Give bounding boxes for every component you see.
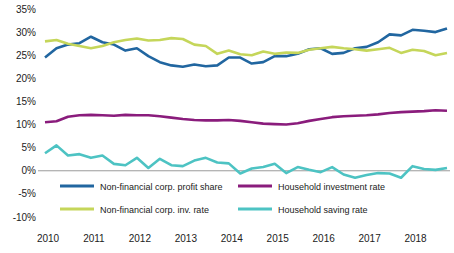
legend-swatch — [238, 185, 272, 188]
legend-swatch — [238, 208, 272, 211]
x-tick-label: 2014 — [221, 233, 244, 244]
legend-swatch — [60, 185, 94, 188]
y-tick-label: 5% — [22, 142, 37, 153]
y-tick-label: -10% — [13, 212, 36, 223]
y-tick-label: 10% — [16, 119, 36, 130]
chart: -10% -5% 0% 5% 10% 15% 20% 25% 30% 35% 2010 2011 201… — [0, 0, 454, 253]
y-tick-label: 20% — [16, 73, 36, 84]
x-tick-label: 2012 — [129, 233, 152, 244]
series-line — [45, 110, 447, 124]
y-tick-label: 25% — [16, 50, 36, 61]
legend-label: Household saving rate — [278, 205, 368, 215]
x-tick-label: 2018 — [404, 233, 427, 244]
y-tick-label: 0% — [22, 165, 37, 176]
x-tick-label: 2013 — [175, 233, 198, 244]
x-tick-label: 2011 — [83, 233, 105, 244]
legend-label: Household investment rate — [278, 182, 385, 192]
legend-label: Non-financial corp. profit share — [100, 182, 223, 192]
series-line — [45, 145, 447, 177]
x-tick-label: 2015 — [267, 233, 290, 244]
series-line — [45, 38, 447, 55]
x-tick-label: 2010 — [37, 233, 60, 244]
plot-area — [45, 28, 447, 177]
x-tick-label: 2017 — [358, 233, 381, 244]
y-tick-label: 30% — [16, 27, 36, 38]
legend-label: Non-financial corp. inv. rate — [100, 205, 209, 215]
y-tick-label: 35% — [16, 4, 36, 15]
x-tick-label: 2016 — [313, 233, 336, 244]
y-tick-label: -5% — [18, 188, 36, 199]
legend-swatch — [60, 208, 94, 211]
series-line — [45, 28, 447, 66]
y-tick-label: 15% — [16, 96, 36, 107]
